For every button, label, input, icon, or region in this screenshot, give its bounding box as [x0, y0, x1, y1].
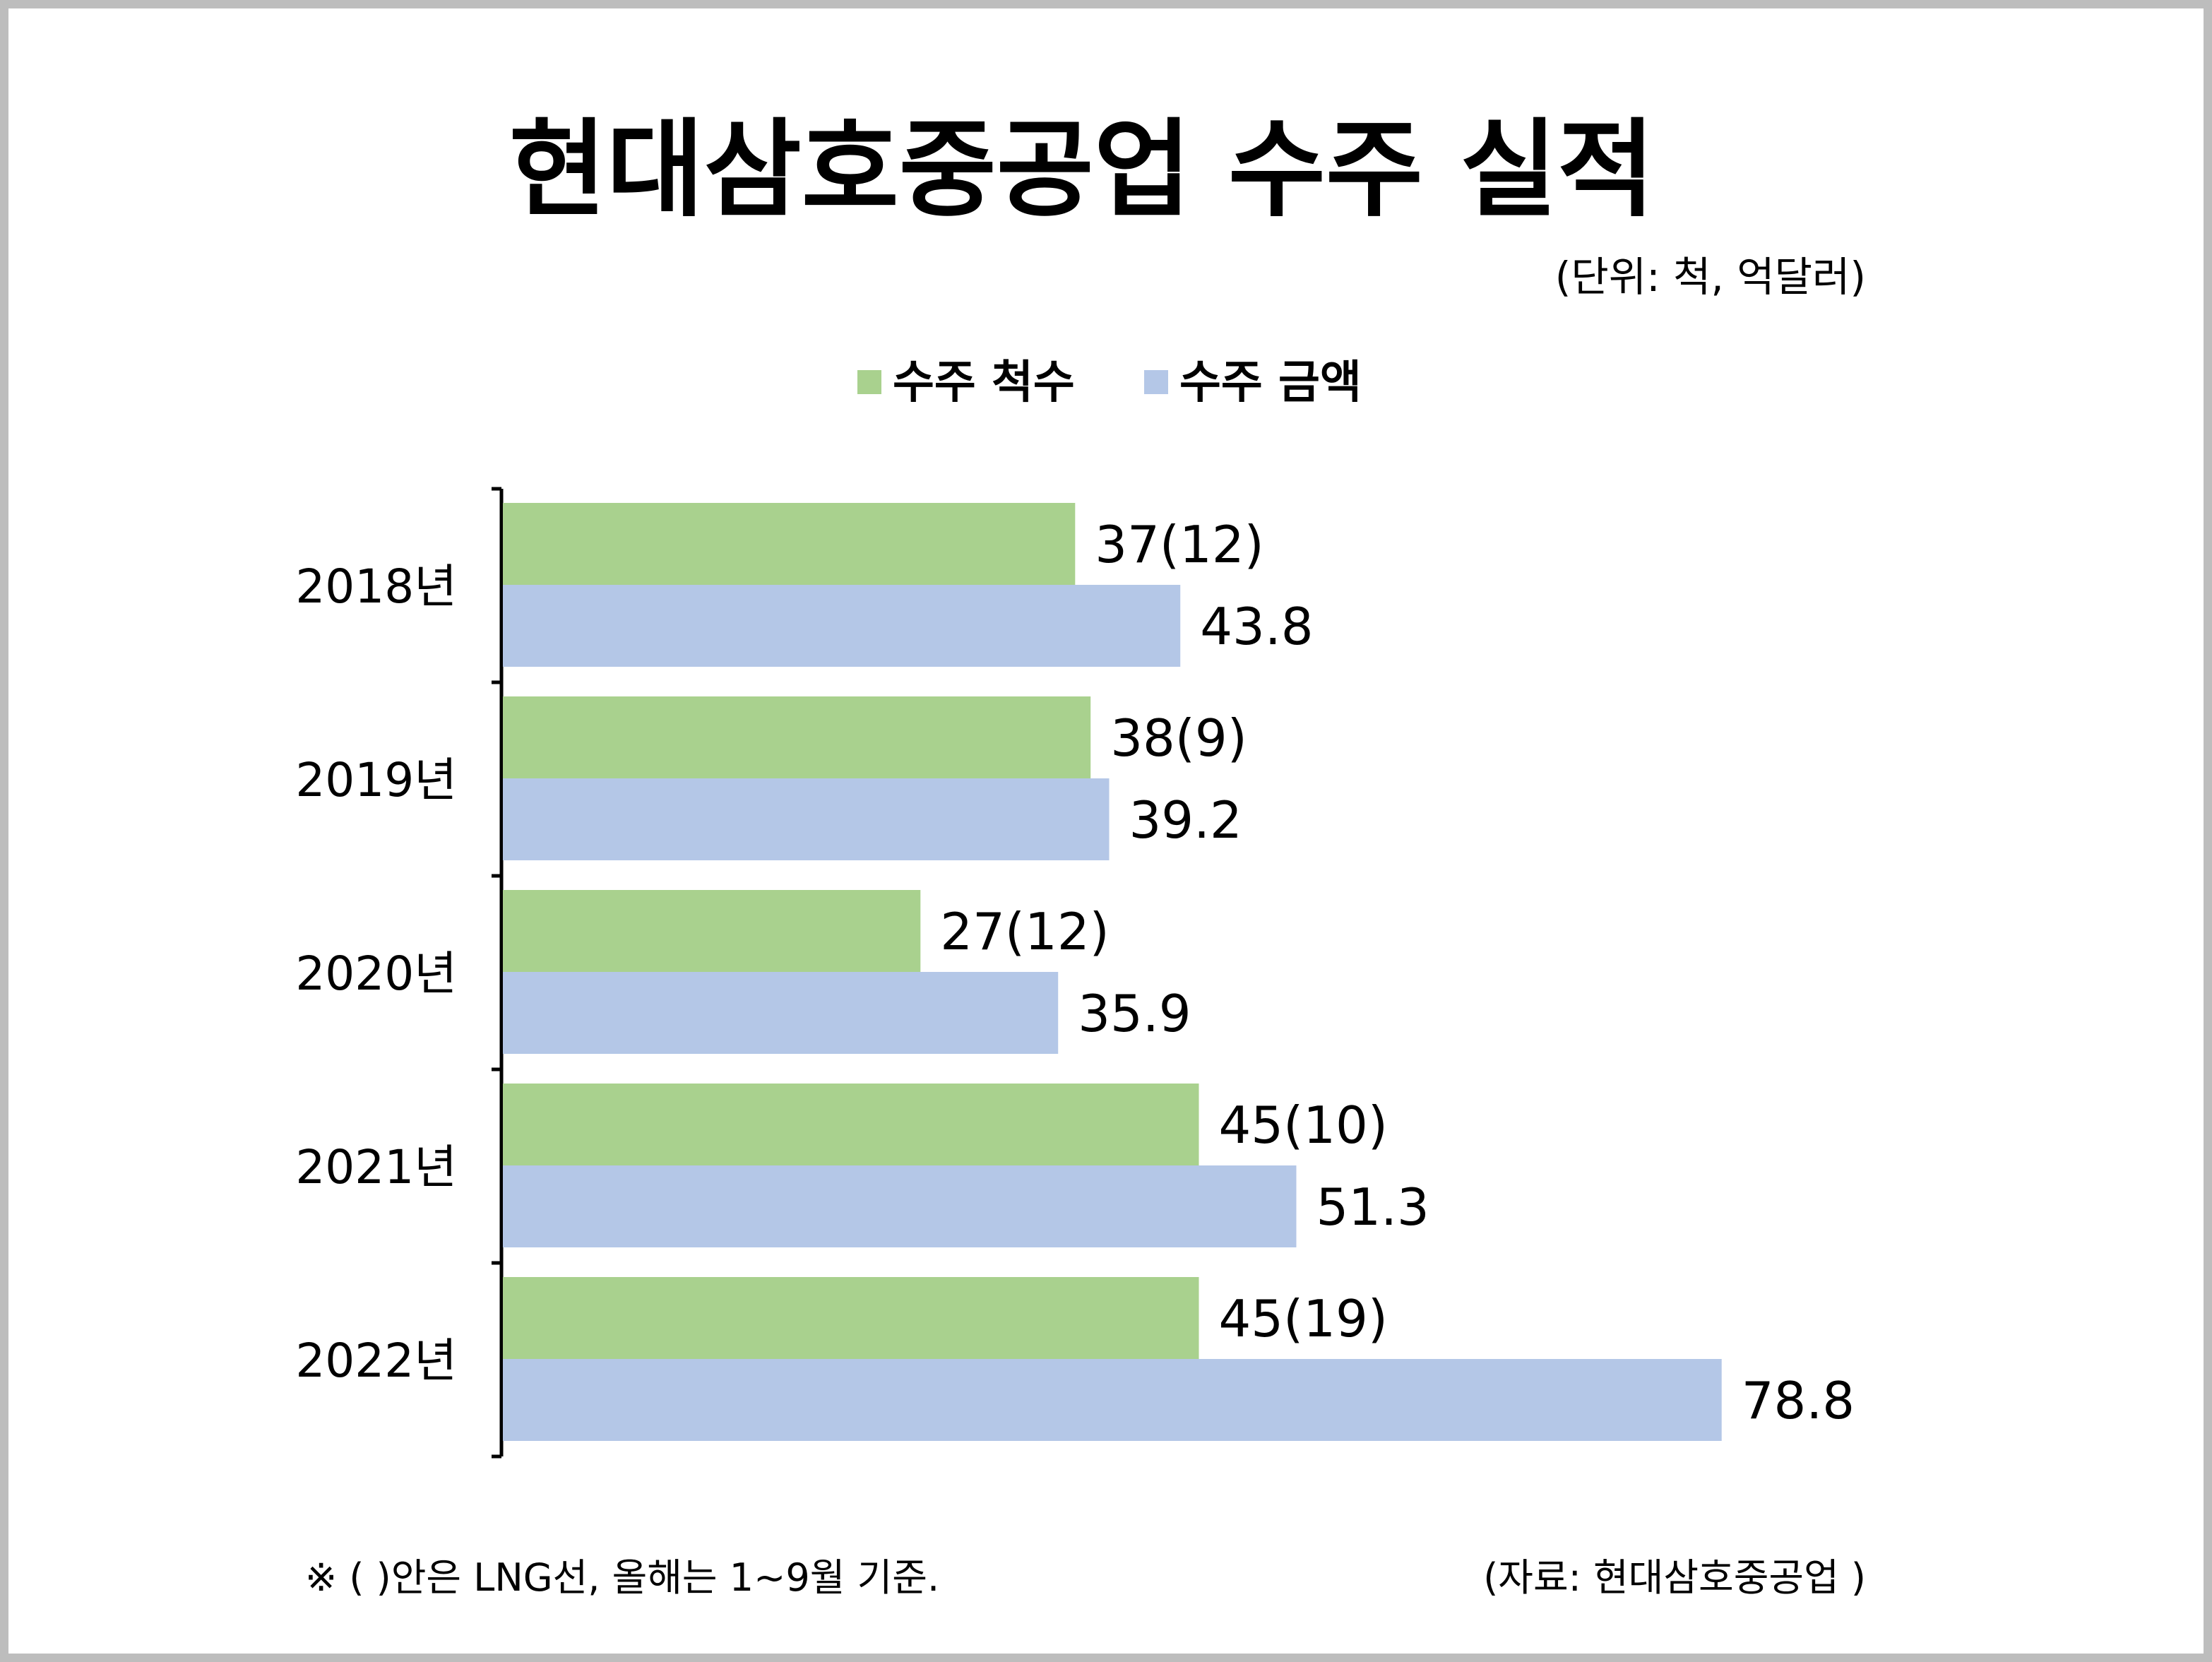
chart-title: 현대삼호중공업 수주 실적	[509, 109, 1655, 232]
category-label: 2020년	[295, 946, 457, 1001]
bar-ships	[503, 1084, 1199, 1165]
data-label-ships: 45(19)	[1219, 1289, 1388, 1348]
bar-amount	[503, 778, 1110, 860]
chart: 현대삼호중공업 수주 실적 (단위: 척, 억달러) 수주 척수 수주 금액 2…	[295, 109, 1866, 1600]
legend: 수주 척수 수주 금액	[857, 357, 1362, 409]
legend-swatch-amount	[1144, 370, 1168, 394]
data-label-amount: 78.8	[1742, 1371, 1855, 1430]
category-label: 2022년	[295, 1334, 457, 1388]
legend-swatch-ships	[857, 370, 881, 394]
category-label: 2018년	[295, 559, 457, 614]
bar-amount	[503, 972, 1059, 1054]
bar-ships	[503, 1277, 1199, 1359]
unit-note: (단위: 척, 억달러)	[1555, 253, 1866, 301]
legend-label-amount: 수주 금액	[1179, 357, 1362, 409]
plot-area: 2018년 37(12) 43.8 2019년 38(9) 39.2 2020년 27(12)…	[295, 487, 1855, 1459]
data-label-ships: 27(12)	[940, 902, 1109, 961]
data-label-amount: 39.2	[1129, 790, 1242, 850]
data-label-ships: 37(12)	[1095, 515, 1263, 574]
chart-card: 현대삼호중공업 수주 실적 (단위: 척, 억달러) 수주 척수 수주 금액 2…	[8, 8, 2204, 1654]
footnote: ※ ( )안은 LNG선, 올해는 1~9월 기준.	[305, 1555, 939, 1600]
legend-label-ships: 수주 척수	[893, 357, 1075, 409]
data-label-ships: 38(9)	[1110, 708, 1247, 768]
data-label-amount: 35.9	[1078, 984, 1191, 1043]
bar-ships	[503, 503, 1076, 585]
source-note: (자료: 현대삼호중공업 )	[1483, 1555, 1866, 1600]
bar-amount	[503, 1359, 1722, 1441]
category-label: 2021년	[295, 1140, 457, 1194]
bar-amount	[503, 1165, 1297, 1247]
bar-ships	[503, 696, 1091, 778]
category-label: 2019년	[295, 753, 457, 807]
data-label-amount: 51.3	[1316, 1177, 1429, 1237]
data-label-amount: 43.8	[1200, 597, 1313, 656]
bar-ships	[503, 890, 921, 972]
data-label-ships: 45(10)	[1219, 1096, 1388, 1155]
bar-amount	[503, 585, 1181, 667]
